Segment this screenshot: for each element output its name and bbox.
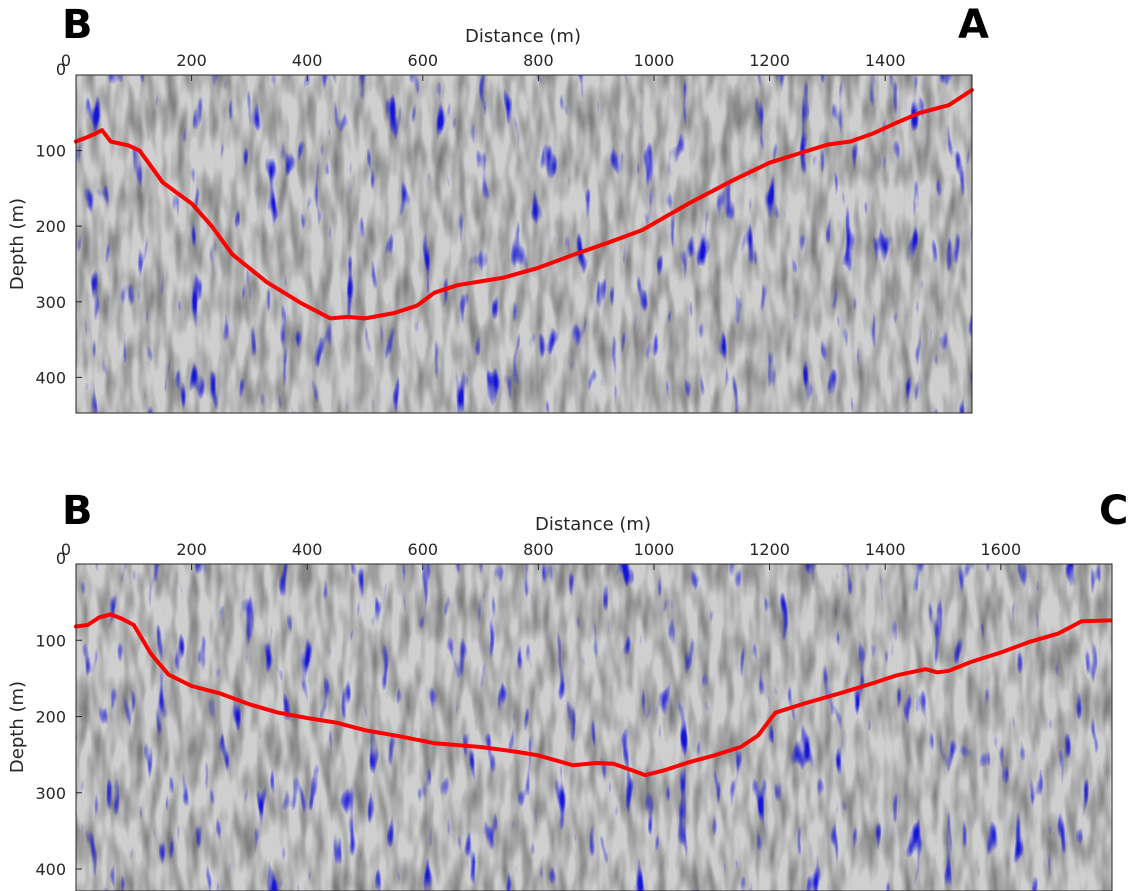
- x-tick-label: 600: [408, 51, 439, 70]
- seismic-section-image: [76, 564, 1112, 891]
- x-tick-label: 800: [523, 540, 554, 559]
- y-axis-title: Depth (m): [7, 198, 28, 290]
- interpreted-horizon-line: [74, 88, 974, 321]
- x-tick-label: 800: [523, 51, 554, 70]
- x-tick-label: 0: [61, 51, 71, 70]
- y-tick-label: 300: [35, 293, 66, 312]
- x-tick-label: 0: [61, 540, 71, 559]
- y-tick-label: 400: [35, 860, 66, 879]
- x-tick-label: 1000: [634, 51, 675, 70]
- x-axis-title: Distance (m): [465, 26, 581, 47]
- y-tick-label: 0: [56, 60, 66, 79]
- x-tick-label: 400: [292, 51, 323, 70]
- x-tick-label: 200: [176, 51, 207, 70]
- y-tick-label: 100: [35, 631, 66, 650]
- y-tick-label: 100: [35, 142, 66, 161]
- corner-label-left: B: [62, 488, 93, 534]
- corner-label-right: A: [958, 2, 989, 48]
- plot-frame: [75, 563, 1113, 891]
- x-tick-label: 200: [176, 540, 207, 559]
- x-tick-label: 1400: [865, 540, 906, 559]
- x-tick-label: 1200: [749, 51, 790, 70]
- x-tick-label: 600: [408, 540, 439, 559]
- panel-bottom: B C Distance (m) Depth (m) 0 200 400 600 800…: [7, 488, 1128, 891]
- x-tick-label: 400: [292, 540, 323, 559]
- x-tick-label: 1200: [749, 540, 790, 559]
- y-tick-label: 200: [35, 708, 66, 727]
- corner-label-left: B: [62, 2, 93, 48]
- y-tick-label: 300: [35, 784, 66, 803]
- corner-label-right: C: [1099, 488, 1128, 534]
- plot-frame: [75, 74, 973, 414]
- y-tick-label: 400: [35, 368, 66, 387]
- y-tick-label: 200: [35, 217, 66, 236]
- x-tick-label: 1600: [980, 540, 1021, 559]
- panel-top: B A Distance (m) Depth (m) 0 200 400 600 800…: [7, 2, 989, 414]
- y-tick-label: 0: [56, 549, 66, 568]
- interpreted-horizon-line: [74, 612, 1113, 778]
- y-axis-title: Depth (m): [7, 681, 28, 773]
- x-tick-label: 1400: [865, 51, 906, 70]
- seismic-section-image: [76, 75, 972, 413]
- x-axis-title: Distance (m): [535, 514, 651, 535]
- x-tick-label: 1000: [634, 540, 675, 559]
